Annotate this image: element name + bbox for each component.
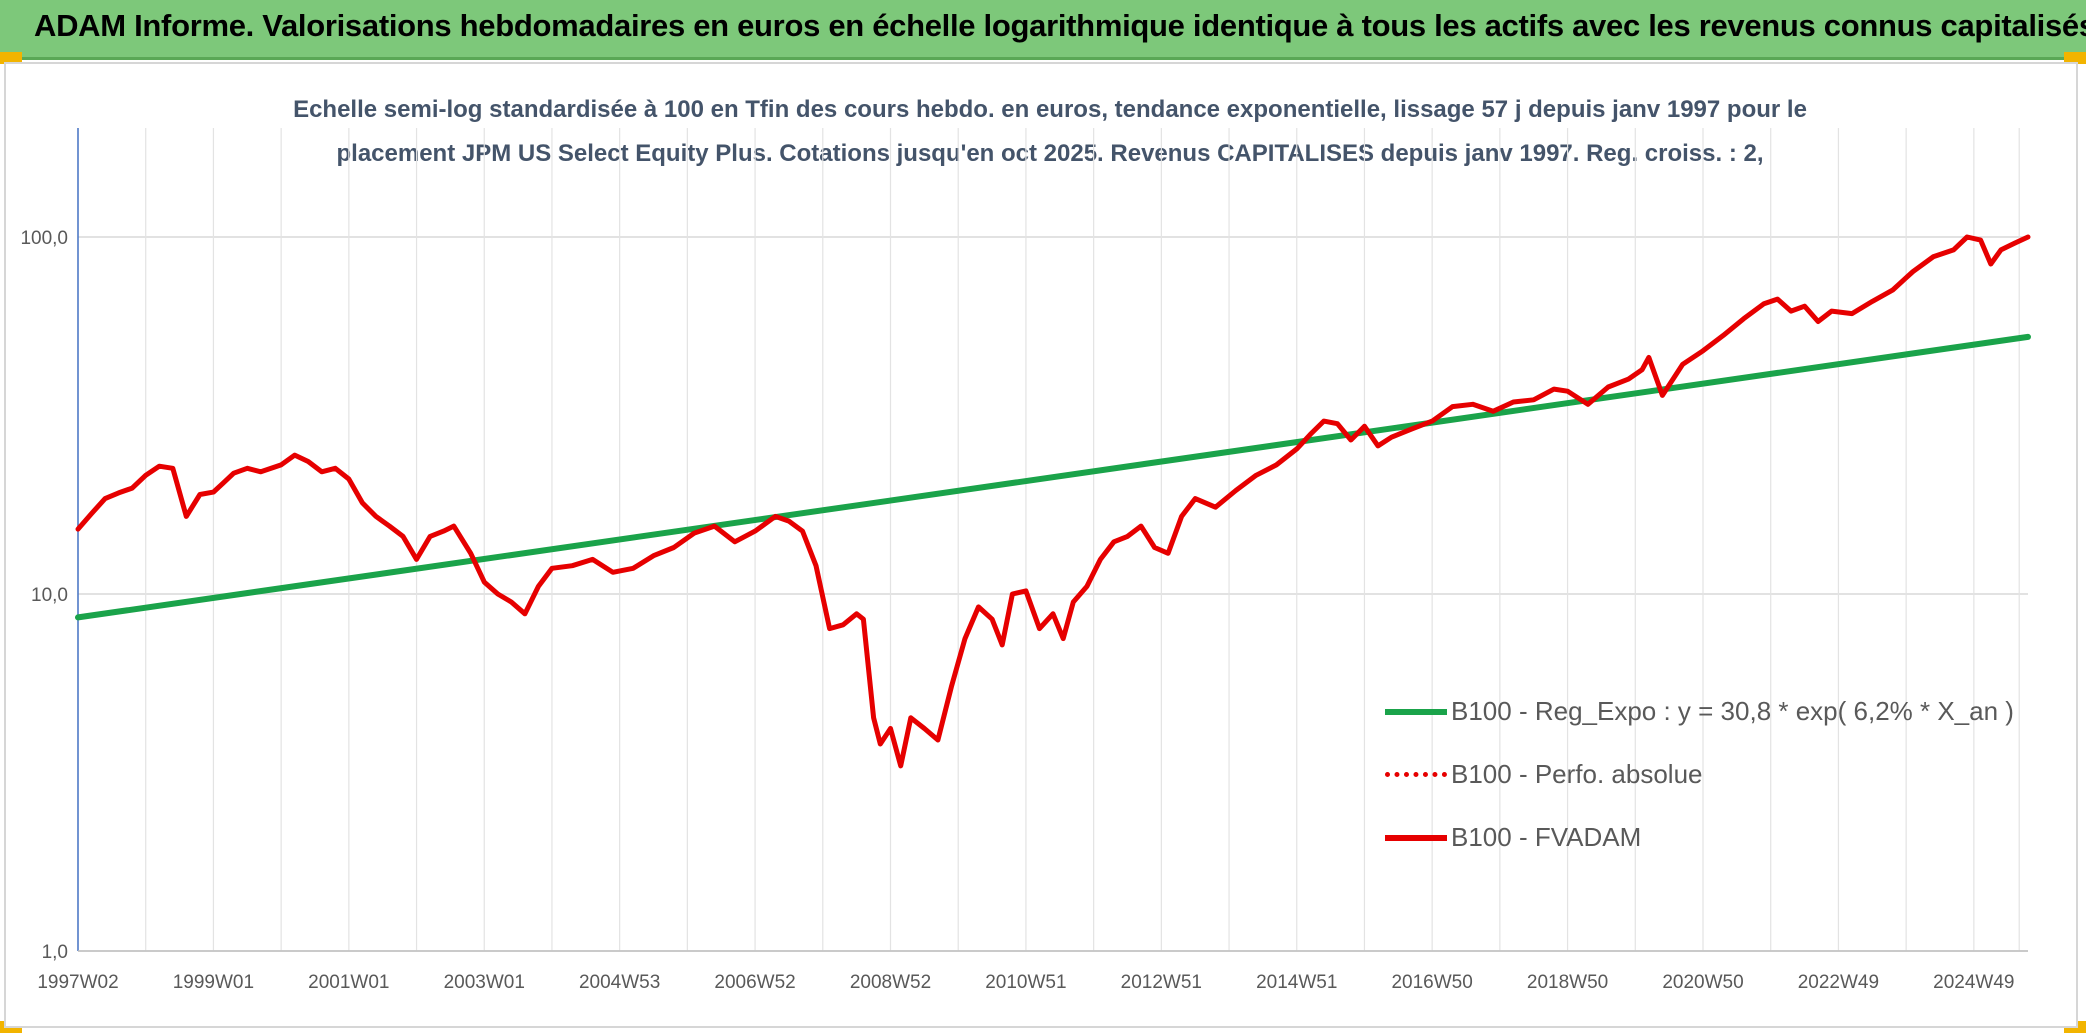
legend-label-fvadam: B100 - FVADAM bbox=[1451, 822, 1642, 852]
chart-axes bbox=[77, 128, 2028, 952]
corner-marker-top-left bbox=[0, 52, 22, 64]
y-tick-label: 10,0 bbox=[31, 585, 68, 606]
x-tick-label: 2024W49 bbox=[1933, 972, 2014, 993]
legend-label-trend: B100 - Reg_Expo : y = 30,8 * exp( 6,2% *… bbox=[1451, 696, 2014, 726]
legend-item-perfo[interactable]: B100 - Perfo. absolue bbox=[1385, 743, 2014, 806]
y-tick-label: 100,0 bbox=[20, 228, 68, 249]
chart-tick-labels: 1,0 10,0 100,0 1997W02 1999W01 2001W01 2003W01… bbox=[20, 228, 2014, 993]
legend-item-fvadam[interactable]: B100 - FVADAM bbox=[1385, 806, 2014, 869]
chart-legend: B100 - Reg_Expo : y = 30,8 * exp( 6,2% *… bbox=[1385, 680, 2014, 869]
chart-frame bbox=[4, 62, 2078, 1028]
x-tick-label: 2012W51 bbox=[1121, 972, 1202, 993]
series-line bbox=[75, 234, 2031, 769]
x-tick-label: 2022W49 bbox=[1798, 972, 1879, 993]
report-banner: ADAM Informe. Valorisations hebdomadaire… bbox=[0, 0, 2086, 60]
x-tick-label: 2006W52 bbox=[714, 972, 795, 993]
chart-grid bbox=[77, 128, 2028, 952]
x-tick-label: 1997W02 bbox=[37, 972, 118, 993]
report-title: ADAM Informe. Valorisations hebdomadaire… bbox=[34, 8, 2086, 43]
chart-subtitle: Echelle semi-log standardisée à 100 en T… bbox=[293, 96, 1807, 167]
x-tick-label: 2001W01 bbox=[308, 972, 389, 993]
x-tick-label: 2003W01 bbox=[444, 972, 525, 993]
x-tick-label: 2018W50 bbox=[1527, 972, 1608, 993]
y-tick-label: 1,0 bbox=[42, 942, 68, 963]
trend-line bbox=[75, 333, 2031, 621]
x-tick-label: 2010W51 bbox=[985, 972, 1066, 993]
x-tick-label: 2004W53 bbox=[579, 972, 660, 993]
legend-swatch-trend bbox=[1385, 708, 1447, 715]
legend-item-trend[interactable]: B100 - Reg_Expo : y = 30,8 * exp( 6,2% *… bbox=[1385, 680, 2014, 743]
x-tick-label: 2008W52 bbox=[850, 972, 931, 993]
legend-swatch-fvadam bbox=[1385, 834, 1447, 841]
x-tick-label: 2014W51 bbox=[1256, 972, 1337, 993]
x-tick-label: 1999W01 bbox=[173, 972, 254, 993]
x-tick-label: 2020W50 bbox=[1662, 972, 1743, 993]
chart-series bbox=[75, 234, 2031, 769]
corner-marker-top-right bbox=[2064, 52, 2086, 64]
legend-label-perfo: B100 - Perfo. absolue bbox=[1451, 759, 1703, 789]
legend-swatch-perfo bbox=[1385, 772, 1447, 777]
x-tick-label: 2016W50 bbox=[1391, 972, 1472, 993]
